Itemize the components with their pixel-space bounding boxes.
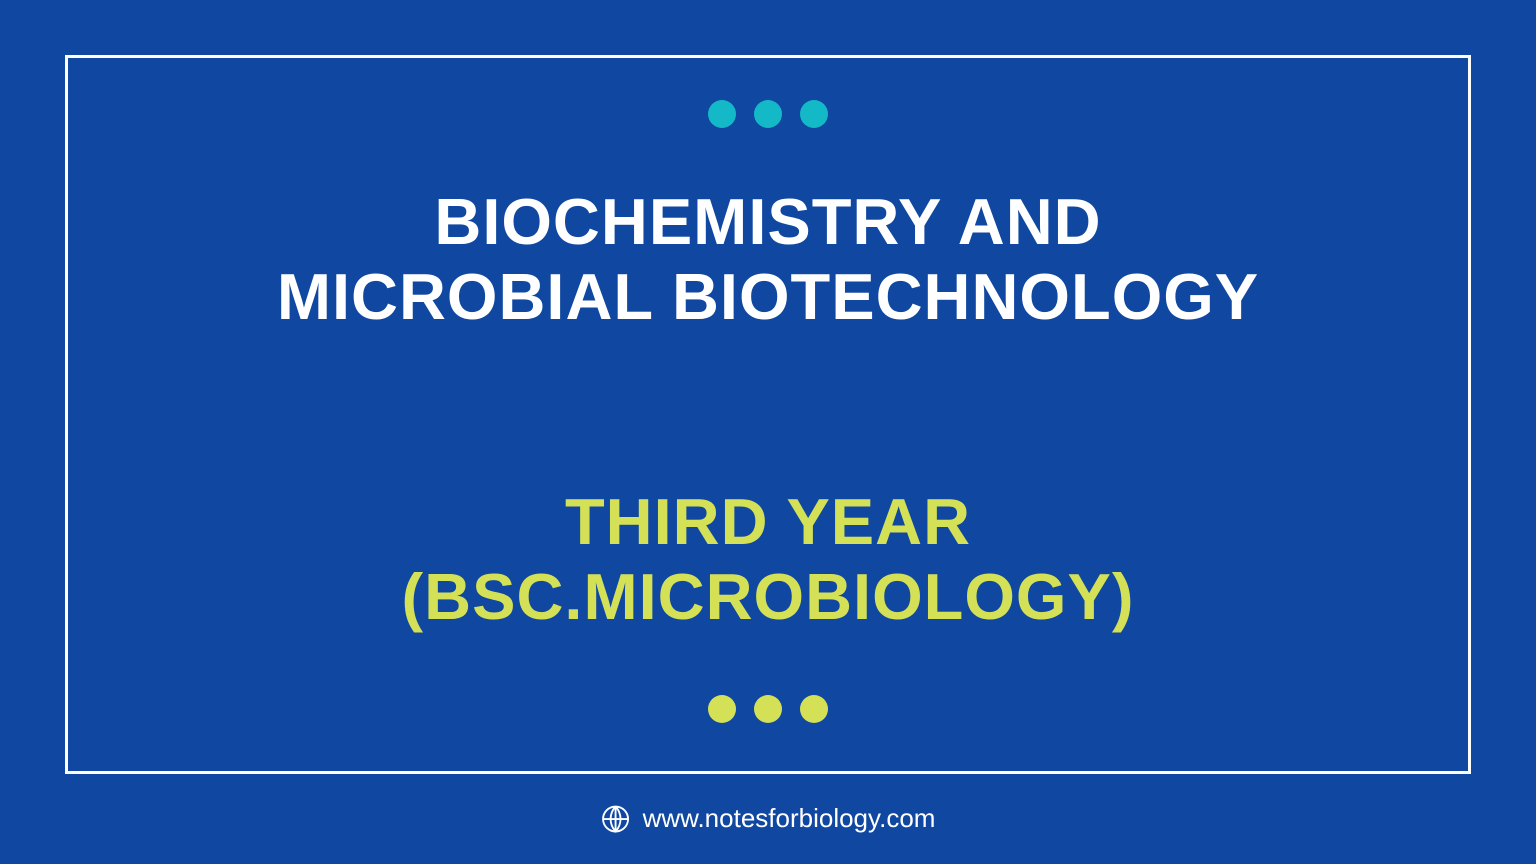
primary-title: BIOCHEMISTRY AND MICROBIAL BIOTECHNOLOGY <box>0 185 1536 335</box>
bottom-dots-decoration <box>708 695 828 723</box>
secondary-title-line1: THIRD YEAR <box>0 485 1536 560</box>
footer-url: www.notesforbiology.com <box>643 803 936 834</box>
dot <box>754 100 782 128</box>
dot <box>708 695 736 723</box>
dot <box>800 695 828 723</box>
primary-title-line1: BIOCHEMISTRY AND <box>0 185 1536 260</box>
content-frame <box>65 55 1471 774</box>
primary-title-line2: MICROBIAL BIOTECHNOLOGY <box>0 260 1536 335</box>
globe-icon <box>601 804 631 834</box>
secondary-title-line2: (BSC.MICROBIOLOGY) <box>0 560 1536 635</box>
footer: www.notesforbiology.com <box>601 803 936 834</box>
dot <box>708 100 736 128</box>
dot <box>754 695 782 723</box>
dot <box>800 100 828 128</box>
top-dots-decoration <box>708 100 828 128</box>
secondary-title: THIRD YEAR (BSC.MICROBIOLOGY) <box>0 485 1536 635</box>
